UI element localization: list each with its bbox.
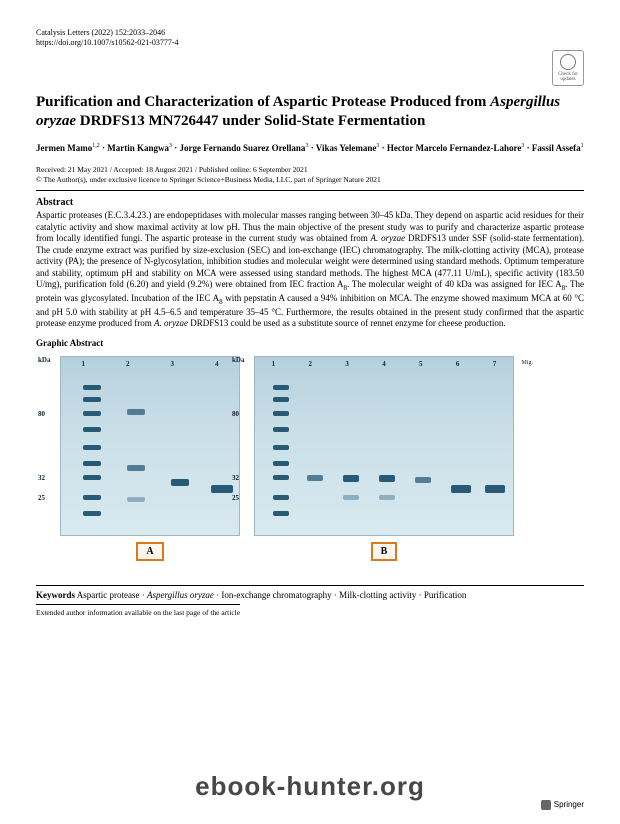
lane-number: 2 [309, 360, 313, 368]
panel-b-letter: B [371, 542, 398, 561]
gel-band [273, 475, 289, 480]
gel-band [273, 411, 289, 416]
author: Hector Marcelo Fernandez-Lahore3 [387, 143, 524, 153]
gel-band [343, 495, 359, 500]
gel-band [83, 461, 101, 466]
lane-number: 4 [215, 360, 219, 368]
lane-number: 1 [82, 360, 86, 368]
gel-band [273, 511, 289, 516]
graphic-abstract-figure: kDa 803225 1234 A kDa 803225 1234567 Mig… [36, 356, 584, 561]
kda-mark: 25 [232, 494, 239, 502]
graphic-abstract-heading: Graphic Abstract [36, 338, 584, 348]
gel-band [415, 477, 431, 483]
gel-band [83, 427, 101, 432]
dates-line: Received: 21 May 2021 / Accepted: 18 Aug… [36, 165, 584, 175]
title-post: DRDFS13 MN726447 under Solid-State Ferme… [76, 113, 425, 129]
lane-number: 6 [456, 360, 460, 368]
panel-a-letter: A [136, 542, 163, 561]
kda-label: kDa [38, 356, 50, 364]
abstract-heading: Abstract [36, 197, 584, 208]
keywords-line: Keywords Aspartic protease · Aspergillus… [36, 590, 584, 600]
kda-mark: 32 [38, 474, 45, 482]
gel-band [83, 397, 101, 402]
gel-band [83, 445, 101, 450]
gel-band [273, 385, 289, 390]
kda-label: kDa [232, 356, 244, 364]
mig-label: Mig. [521, 360, 533, 366]
lane-number: 4 [382, 360, 386, 368]
author: Martin Kangwa3 [107, 143, 172, 153]
kda-mark: 32 [232, 474, 239, 482]
lane-number: 1 [272, 360, 276, 368]
gel-band [83, 475, 101, 480]
divider [36, 190, 584, 191]
lane-number: 3 [171, 360, 175, 368]
gel-band [171, 479, 189, 486]
gel-band [379, 475, 395, 482]
author: Vikas Yelemane3 [316, 143, 380, 153]
gel-band [127, 497, 145, 502]
panel-b-letter-wrap: B [254, 536, 514, 561]
gel-band [273, 445, 289, 450]
gel-band [307, 475, 323, 481]
gel-band [343, 475, 359, 482]
lane-labels-a: 1 2 3 4 [61, 360, 239, 368]
lane-number: 3 [345, 360, 349, 368]
author: Jermen Mamo1,2 [36, 143, 100, 153]
gel-panel-a: kDa 803225 1234 A [60, 356, 240, 561]
publication-dates: Received: 21 May 2021 / Accepted: 18 Aug… [36, 165, 584, 185]
extended-author-note: Extended author information available on… [36, 604, 240, 617]
gel-panel-b: kDa 803225 1234567 Mig. B [254, 356, 514, 561]
gel-band [83, 495, 101, 500]
kda-mark: 80 [232, 410, 239, 418]
kda-mark: 25 [38, 494, 45, 502]
lane-number: 5 [419, 360, 423, 368]
gel-band [83, 385, 101, 390]
gel-band [127, 409, 145, 415]
author: Jorge Fernando Suarez Orellana3 [180, 143, 309, 153]
doi-line: https://doi.org/10.1007/s10562-021-03777… [36, 38, 584, 48]
kda-axis-a: kDa 803225 [38, 356, 50, 370]
panel-a-letter-wrap: A [60, 536, 240, 561]
update-icon [560, 54, 576, 70]
abstract-body: Aspartic proteases (E.C.3.4.23.) are end… [36, 210, 584, 330]
lane-number: 2 [126, 360, 130, 368]
copyright-line: © The Author(s), under exclusive licence… [36, 175, 584, 185]
gel-band [273, 495, 289, 500]
springer-icon [541, 800, 551, 810]
check-updates-badge[interactable]: Check for updates [552, 50, 584, 86]
gel-band [273, 461, 289, 466]
gel-band [451, 485, 471, 493]
gel-band [127, 465, 145, 471]
lane-labels-b: 1 2 3 4 5 6 7 [255, 360, 513, 368]
lane-number: 7 [493, 360, 497, 368]
gel-band [379, 495, 395, 500]
kda-axis-b: kDa 803225 [232, 356, 244, 370]
update-badge-label: Check for updates [553, 72, 583, 82]
author-list: Jermen Mamo1,2 · Martin Kangwa3 · Jorge … [36, 142, 584, 155]
gel-image-a: 1 2 3 4 [60, 356, 240, 536]
gel-band [83, 511, 101, 516]
gel-band [211, 485, 233, 493]
article-title: Purification and Characterization of Asp… [36, 93, 584, 131]
title-pre: Purification and Characterization of Asp… [36, 94, 490, 110]
kda-mark: 80 [38, 410, 45, 418]
keywords-divider [36, 585, 584, 586]
gel-band [273, 427, 289, 432]
gel-band [485, 485, 505, 493]
gel-image-b: 1234567 Mig. [254, 356, 514, 536]
author: Fassil Assefa1 [532, 143, 584, 153]
journal-line: Catalysis Letters (2022) 152:2033–2046 [36, 28, 584, 38]
gel-band [83, 411, 101, 416]
page: Catalysis Letters (2022) 152:2033–2046 h… [0, 0, 620, 824]
publisher-name: Springer [554, 800, 584, 809]
gel-band [273, 397, 289, 402]
watermark: ebook-hunter.org [195, 771, 425, 802]
publisher-footer: Springer [541, 800, 584, 810]
